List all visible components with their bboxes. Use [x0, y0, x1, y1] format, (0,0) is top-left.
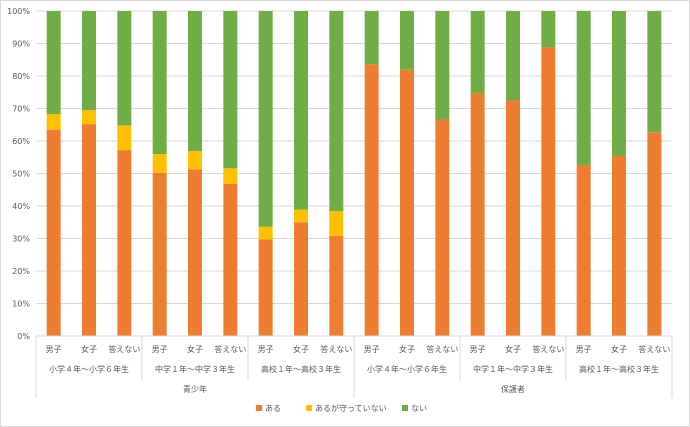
bar-segment: [82, 11, 96, 111]
bar-segment: [46, 129, 61, 336]
bar-segment: [46, 11, 61, 115]
legend-swatch: [306, 405, 312, 411]
bar-segment: [188, 169, 202, 336]
bar-segment: [223, 11, 238, 169]
bar-segment: [117, 125, 132, 151]
y-tick-label: 90%: [12, 40, 30, 49]
x-tick-label: 女子: [293, 344, 309, 354]
x-tick-label: 答えない: [638, 344, 670, 354]
x-tick-label: 答えない: [426, 344, 458, 354]
bar-segment: [612, 11, 626, 156]
bar-segment: [294, 222, 308, 336]
bar-segment: [612, 155, 626, 336]
bar-segment: [541, 11, 556, 48]
x-tick-label: 女子: [611, 344, 627, 354]
bar-segment: [188, 151, 202, 170]
bar-segment: [258, 239, 273, 336]
x-tick-label: 女子: [505, 344, 521, 354]
x-tick-label: 女子: [81, 344, 97, 354]
bar-segment: [329, 211, 344, 236]
bar-segment: [188, 11, 202, 152]
bar-segment: [329, 235, 344, 336]
bar-segment: [435, 119, 450, 336]
y-tick-label: 60%: [12, 137, 30, 146]
bar-segment: [46, 114, 61, 130]
sub-group-label: 小学４年～小学６年生: [49, 364, 129, 374]
bar-segment: [576, 11, 591, 166]
legend-label: あるが守っていない: [315, 403, 387, 413]
bar-segment: [435, 11, 450, 120]
y-tick-label: 100%: [7, 7, 30, 16]
sub-group-label: 高校１年～高校３年生: [261, 364, 341, 374]
top-group-label: 保護者: [501, 384, 525, 394]
x-tick-label: 女子: [399, 344, 415, 354]
bar-segment: [506, 100, 520, 336]
legend-label: ある: [265, 404, 281, 413]
y-tick-label: 20%: [12, 267, 30, 276]
bar-segment: [470, 11, 485, 93]
x-tick-label: 男子: [470, 345, 486, 354]
top-group-label: 青少年: [183, 384, 207, 394]
bar-segment: [82, 110, 96, 125]
bar-segment: [152, 154, 167, 173]
legend-label: ない: [411, 404, 427, 413]
bar-segment: [576, 165, 591, 336]
sub-group-label: 中学１年～中学３年生: [473, 364, 553, 374]
sub-group-label: 中学１年～中学３年生: [155, 364, 235, 374]
x-tick-label: 答えない: [214, 344, 246, 354]
bar-segment: [117, 150, 132, 336]
bar-segment: [647, 132, 662, 336]
bar-segment: [117, 11, 132, 126]
bar-segment: [364, 11, 379, 65]
bar-segment: [541, 47, 556, 337]
x-tick-label: 答えない: [108, 344, 140, 354]
bar-segment: [294, 209, 308, 223]
x-tick-label: 男子: [364, 345, 380, 354]
bar-segment: [364, 64, 379, 337]
x-tick-label: 男子: [258, 345, 274, 354]
sub-group-label: 高校１年～高校３年生: [579, 364, 659, 374]
y-tick-label: 80%: [12, 72, 30, 81]
bar-segment: [152, 172, 167, 336]
bar-segment: [294, 11, 308, 210]
bar-segment: [400, 69, 414, 336]
x-tick-label: 男子: [46, 345, 62, 354]
bar-segment: [470, 92, 485, 337]
x-tick-label: 男子: [152, 345, 168, 354]
bar-segment: [223, 183, 238, 336]
x-tick-label: 答えない: [532, 344, 564, 354]
x-tick-label: 男子: [576, 345, 592, 354]
sub-group-label: 小学４年～小学６年生: [367, 364, 447, 374]
y-tick-label: 10%: [12, 300, 30, 309]
bar-segment: [647, 11, 662, 133]
y-tick-label: 40%: [12, 202, 30, 211]
y-tick-label: 50%: [12, 170, 30, 179]
bar-segment: [82, 124, 96, 336]
bar-segment: [506, 11, 520, 101]
bar-segment: [258, 11, 273, 227]
bar-segment: [329, 11, 344, 212]
legend-swatch: [402, 405, 408, 411]
x-tick-label: 答えない: [320, 344, 352, 354]
bar-segment: [258, 226, 273, 240]
y-tick-label: 30%: [12, 235, 30, 244]
bar-segment: [152, 11, 167, 154]
x-tick-label: 女子: [187, 344, 203, 354]
y-tick-label: 70%: [12, 105, 30, 114]
bar-segment: [400, 11, 414, 70]
y-tick-label: 0%: [17, 332, 30, 341]
bar-segment: [223, 168, 238, 184]
legend-swatch: [256, 405, 262, 411]
